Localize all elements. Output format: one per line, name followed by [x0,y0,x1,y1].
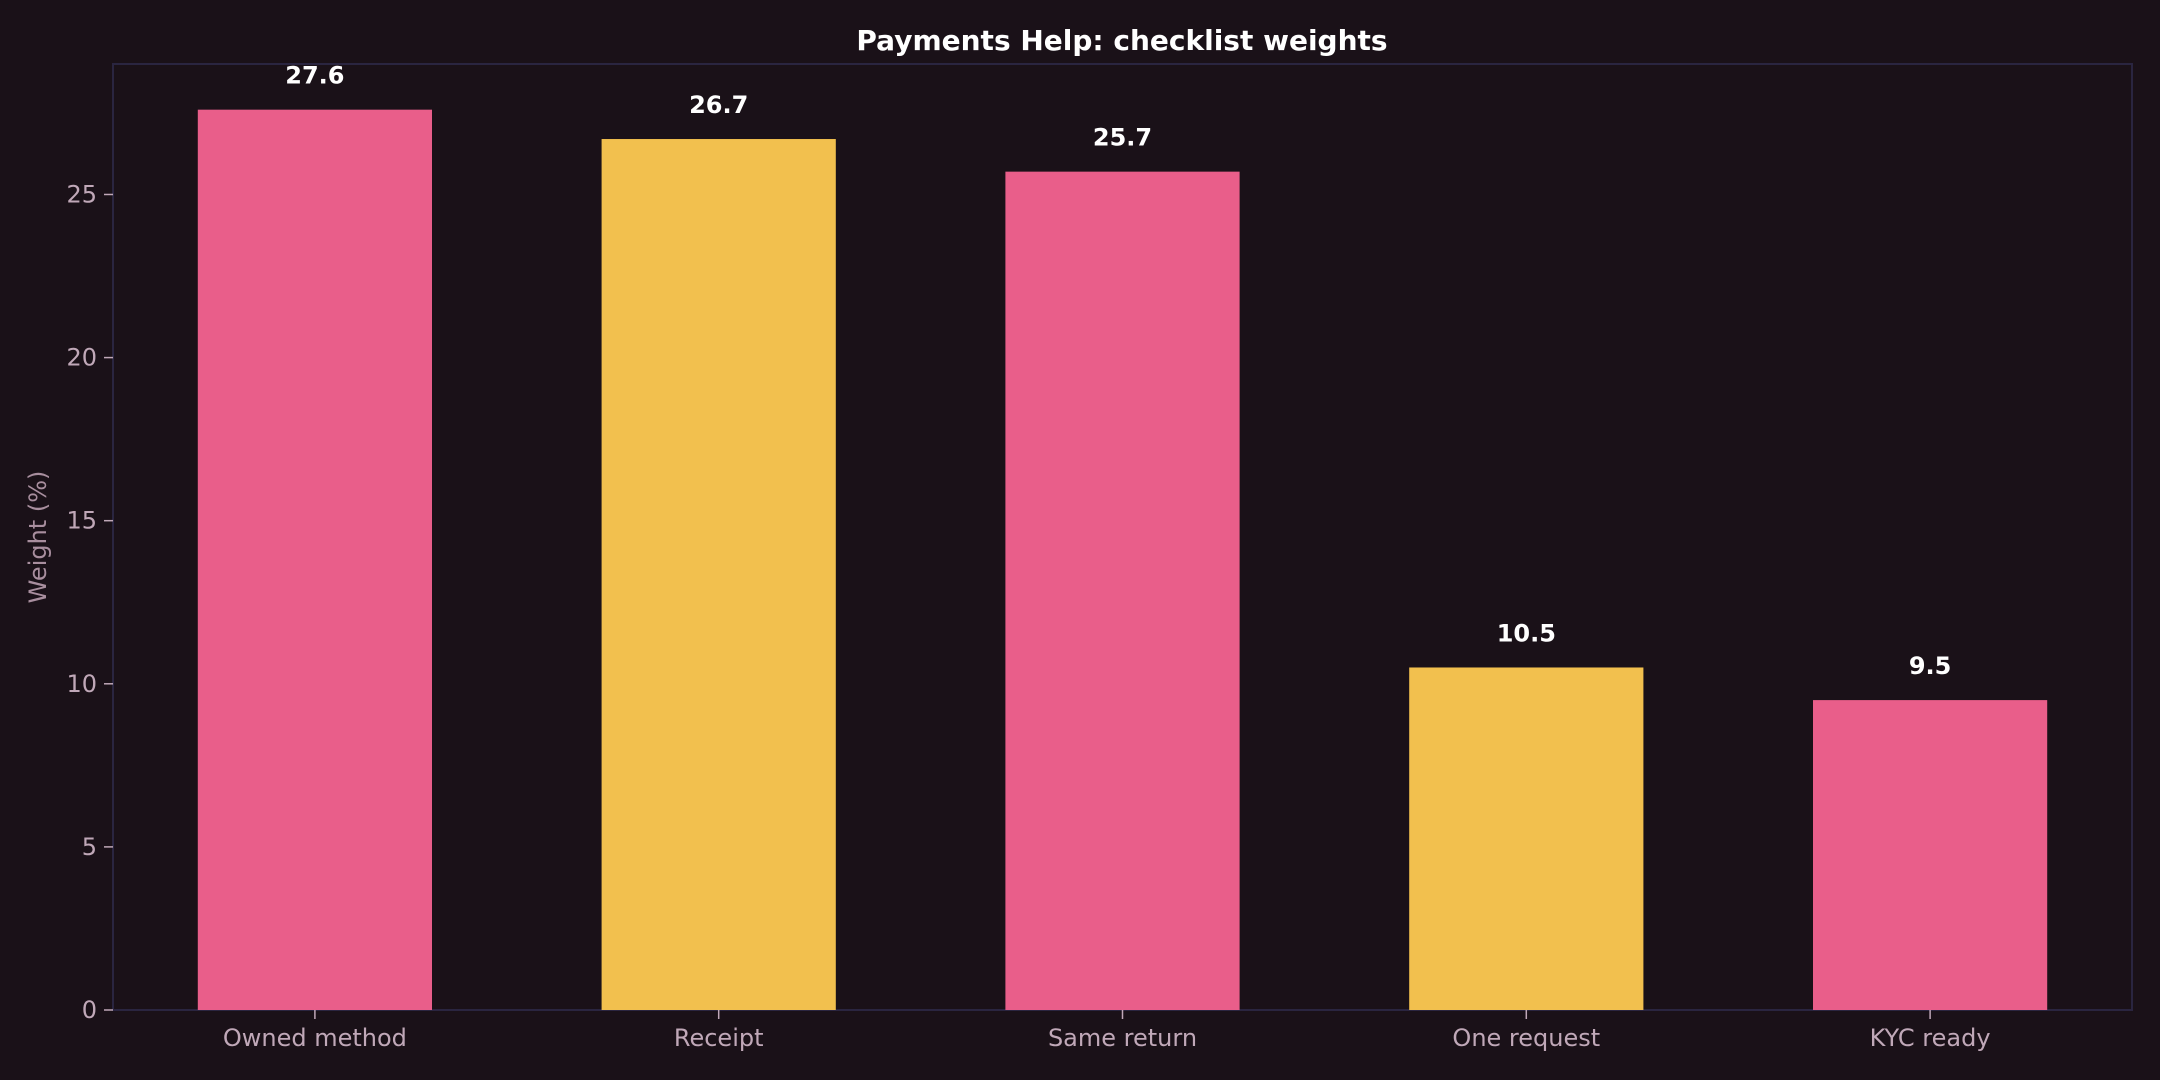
y-tick-label: 25 [66,180,97,208]
data-label: 10.5 [1497,619,1556,647]
bar [197,109,433,1011]
bar [1409,667,1644,1010]
data-label: 27.6 [285,62,344,90]
data-label: 9.5 [1909,652,1952,680]
bar [1005,171,1240,1011]
bar [1812,700,2048,1010]
y-axis-label: Weight (%) [24,471,52,604]
plot-area: 0 5 10 15 20 25 27.6 Owned method 26.7 Receipt 25.… [66,62,2133,1052]
x-tick-label: One request [1452,1024,1600,1052]
data-label: 25.7 [1093,124,1152,152]
y-tick-label: 10 [66,670,97,698]
y-tick-label: 20 [66,344,97,372]
x-tick-label: KYC ready [1870,1024,1991,1052]
data-label: 26.7 [689,91,748,119]
x-tick-label: Owned method [223,1024,407,1052]
y-tick-label: 15 [66,507,97,535]
y-tick-label: 0 [82,996,97,1024]
x-tick-label: Same return [1048,1024,1197,1052]
chart-title: Payments Help: checklist weights [856,24,1387,57]
y-tick-label: 5 [82,833,97,861]
bar [601,139,836,1010]
x-tick-label: Receipt [674,1024,764,1052]
